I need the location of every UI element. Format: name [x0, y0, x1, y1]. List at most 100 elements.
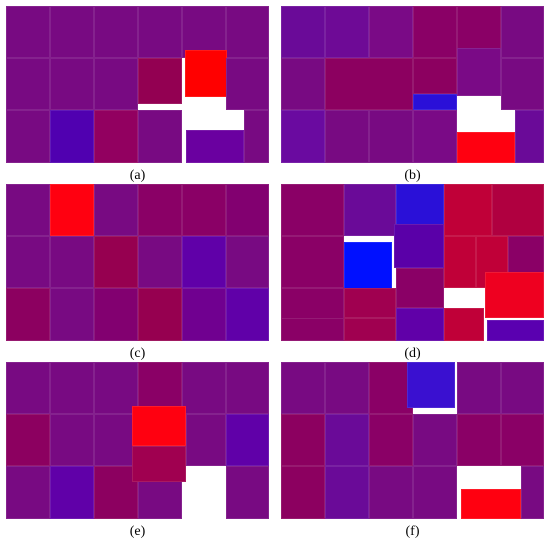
grid-cell — [501, 58, 544, 110]
grid-cell — [50, 58, 94, 110]
panel-caption-c: (c) — [129, 346, 146, 361]
grid-cell — [226, 466, 269, 519]
grid-cell — [457, 362, 501, 414]
grid-cell — [457, 132, 515, 163]
grid-cell — [281, 318, 344, 341]
grid-cell — [413, 58, 457, 94]
grid-cell — [6, 414, 50, 466]
grid-cell — [281, 466, 325, 519]
grid-cell — [182, 288, 226, 341]
grid-cell — [138, 110, 182, 163]
grid-cell — [94, 288, 138, 341]
grid-cell — [94, 236, 138, 288]
grid-cell — [94, 466, 138, 519]
grid-cell — [186, 414, 226, 466]
grid-cell — [413, 94, 457, 110]
heatmap-panel-b — [281, 6, 544, 163]
grid-cell — [281, 362, 325, 414]
grid-cell — [94, 362, 138, 414]
grid-cell — [226, 362, 269, 414]
grid-cell — [226, 58, 269, 110]
grid-cell — [457, 48, 501, 96]
grid-cell — [94, 6, 138, 58]
grid-cell — [50, 414, 94, 466]
grid-cell — [50, 184, 94, 236]
grid-cell — [461, 489, 521, 519]
grid-cell — [94, 414, 138, 466]
grid-cell — [413, 110, 457, 163]
grid-cell — [325, 58, 413, 110]
grid-cell — [138, 6, 182, 58]
grid-cell — [138, 184, 182, 236]
grid-cell — [50, 236, 94, 288]
grid-cell — [182, 184, 226, 236]
grid-cell — [94, 184, 138, 236]
grid-cell — [226, 6, 269, 58]
grid-cell — [413, 414, 457, 466]
grid-cell — [369, 414, 413, 466]
grid-cell — [50, 466, 94, 519]
grid-cell — [6, 236, 50, 288]
grid-cell — [50, 110, 94, 163]
grid-cell — [413, 466, 457, 519]
grid-cell — [281, 414, 325, 466]
grid-cell — [501, 6, 544, 58]
grid-cell — [281, 236, 344, 288]
grid-cell — [50, 362, 94, 414]
grid-cell — [138, 58, 182, 104]
grid-cell — [501, 362, 544, 414]
grid-cell — [369, 466, 413, 519]
grid-cell — [344, 184, 396, 236]
grid-cell — [132, 446, 186, 482]
grid-cell — [396, 268, 444, 308]
grid-cell — [94, 110, 138, 163]
grid-cell — [501, 414, 544, 466]
grid-cell — [244, 110, 269, 163]
heatmap-panel-f — [281, 362, 544, 519]
grid-cell — [281, 110, 325, 163]
grid-cell — [6, 184, 50, 236]
grid-cell — [369, 6, 413, 58]
grid-cell — [344, 318, 396, 341]
grid-cell — [6, 288, 50, 341]
grid-cell — [457, 414, 501, 466]
heatmap-panel-d — [281, 184, 544, 341]
grid-cell — [515, 110, 544, 163]
grid-cell — [226, 236, 269, 288]
grid-cell — [186, 130, 244, 163]
grid-cell — [325, 6, 369, 58]
grid-cell — [325, 466, 369, 519]
grid-cell — [6, 362, 50, 414]
grid-cell — [325, 110, 369, 163]
grid-cell — [396, 308, 444, 341]
grid-cell — [182, 362, 226, 414]
panel-caption-e: (e) — [129, 524, 146, 539]
grid-cell — [444, 236, 476, 288]
grid-cell — [6, 466, 50, 519]
grid-cell — [281, 58, 325, 110]
grid-cell — [182, 236, 226, 288]
grid-cell — [226, 288, 269, 341]
grid-cell — [50, 288, 94, 341]
grid-cell — [444, 184, 492, 236]
grid-cell — [394, 224, 444, 268]
heatmap-panel-e — [6, 362, 269, 519]
grid-cell — [487, 320, 544, 341]
grid-cell — [50, 6, 94, 58]
grid-cell — [226, 414, 269, 466]
grid-cell — [325, 362, 369, 414]
grid-cell — [281, 6, 325, 58]
heatmap-panel-a — [6, 6, 269, 163]
grid-cell — [325, 414, 369, 466]
grid-cell — [521, 466, 544, 519]
grid-cell — [396, 184, 444, 226]
grid-cell — [6, 110, 50, 163]
grid-cell — [281, 184, 344, 236]
grid-cell — [138, 288, 182, 341]
grid-cell — [344, 242, 392, 290]
panel-caption-f: (f) — [405, 524, 420, 539]
grid-cell — [485, 272, 544, 318]
grid-cell — [138, 236, 182, 288]
grid-cell — [6, 58, 50, 110]
grid-cell — [444, 308, 484, 341]
